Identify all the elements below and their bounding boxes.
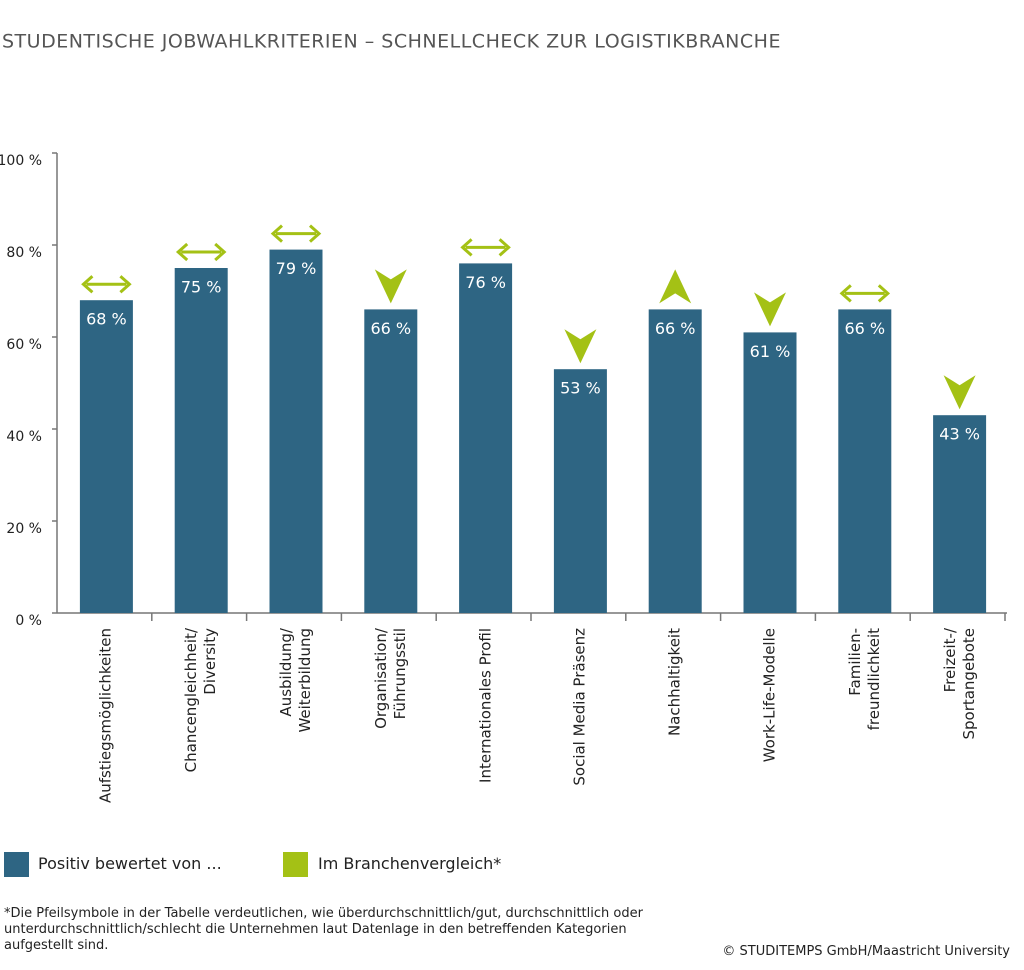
value-label: 79 % bbox=[276, 259, 317, 278]
legend-label: Positiv bewertet von ... bbox=[38, 854, 222, 873]
value-label: 75 % bbox=[181, 278, 222, 297]
x-tick-label: Ausbildung/ Weiterbildung bbox=[277, 628, 314, 733]
legend-swatch bbox=[4, 852, 29, 877]
bar bbox=[79, 300, 133, 613]
value-label: 53 % bbox=[560, 379, 601, 398]
legend-swatch bbox=[283, 852, 308, 877]
value-label: 66 % bbox=[655, 319, 696, 338]
x-tick-label: Social Media Präsenz bbox=[570, 628, 589, 786]
bar bbox=[364, 309, 418, 613]
x-tick-label: Nachhaltigkeit bbox=[665, 628, 684, 737]
y-tick-label: 0 % bbox=[15, 613, 42, 629]
y-tick-label: 80 % bbox=[6, 245, 42, 261]
x-tick-label: Aufstiegsmöglichkeiten bbox=[96, 628, 115, 804]
bar bbox=[269, 249, 323, 613]
x-tick-label: Freizeit-/ Sportangebote bbox=[940, 628, 978, 740]
bar bbox=[838, 309, 892, 613]
x-tick-label: Organisation/ Führungsstil bbox=[371, 628, 409, 729]
bar bbox=[174, 268, 228, 613]
comparison-arrow bbox=[81, 275, 132, 294]
bar bbox=[933, 415, 987, 613]
comparison-arrow bbox=[659, 269, 692, 304]
y-tick-label: 20 % bbox=[6, 521, 42, 537]
comparison-arrow bbox=[270, 224, 322, 243]
comparison-arrow bbox=[374, 269, 407, 304]
bar bbox=[459, 263, 513, 613]
legend-label: Im Branchenvergleich* bbox=[318, 854, 502, 873]
value-label: 61 % bbox=[750, 342, 791, 361]
bar bbox=[648, 309, 702, 613]
x-tick-label: Internationales Profil bbox=[476, 628, 495, 783]
value-label: 43 % bbox=[939, 425, 980, 444]
value-label: 66 % bbox=[370, 319, 411, 338]
value-label: 66 % bbox=[844, 319, 885, 338]
comparison-arrow bbox=[564, 329, 597, 364]
x-tick-label: Chancengleichheit/ Diversity bbox=[182, 628, 220, 773]
x-tick-label: Work-Life-Modelle bbox=[760, 628, 779, 763]
y-tick-label: 100 % bbox=[0, 153, 42, 169]
chart-title: STUDENTISCHE JOBWAHLKRITERIEN – SCHNELLC… bbox=[2, 31, 781, 53]
comparison-arrow bbox=[460, 238, 511, 257]
comparison-arrow bbox=[839, 284, 891, 303]
y-tick-label: 40 % bbox=[6, 429, 42, 445]
comparison-arrow bbox=[754, 292, 786, 327]
x-tick-label: Familien- freundlichkeit bbox=[845, 628, 883, 731]
comparison-arrow bbox=[175, 242, 227, 262]
footnote: *Die Pfeilsymbole in der Tabelle verdeut… bbox=[4, 906, 643, 953]
value-label: 68 % bbox=[86, 310, 127, 329]
y-tick-label: 60 % bbox=[6, 337, 42, 353]
value-label: 76 % bbox=[465, 273, 506, 292]
source: © STUDITEMPS GmbH/Maastricht University bbox=[722, 944, 1010, 959]
comparison-arrow bbox=[943, 375, 976, 410]
bar bbox=[553, 369, 607, 613]
bar bbox=[743, 332, 797, 613]
